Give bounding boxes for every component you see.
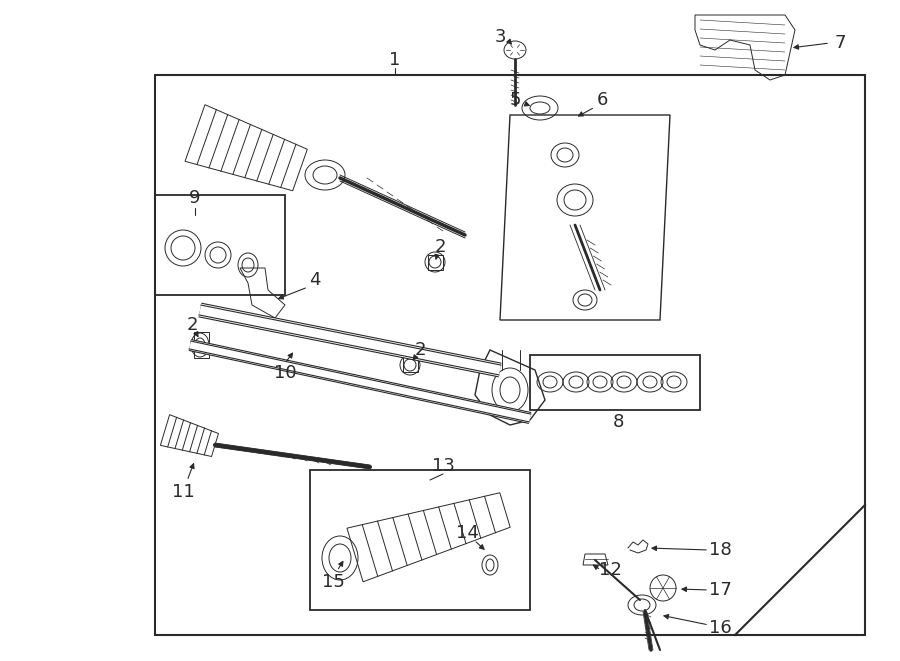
Bar [155,75,865,635]
Text: 16: 16 [708,619,732,637]
Text: 17: 17 [708,581,732,599]
Text: 1: 1 [390,51,400,69]
Text: 3: 3 [494,28,506,46]
Text: 11: 11 [172,483,194,501]
Bar [194,332,209,358]
Text: 12: 12 [598,561,621,579]
Text: 18: 18 [708,541,732,559]
Text: 4: 4 [310,271,320,289]
Bar [155,195,285,295]
Text: 15: 15 [321,573,345,591]
Bar [403,357,418,372]
Text: 14: 14 [455,524,479,542]
Text: 13: 13 [432,457,454,475]
Text: 2: 2 [434,238,446,256]
Bar [530,355,700,410]
Text: 8: 8 [612,413,624,431]
Text: 10: 10 [274,364,296,382]
Text: 5: 5 [509,91,521,109]
Text: 6: 6 [597,91,608,109]
Bar [310,470,530,610]
Text: 9: 9 [189,189,201,207]
Text: 2: 2 [186,316,198,334]
Text: 2: 2 [414,341,426,359]
Text: 7: 7 [834,34,846,52]
Bar [428,255,443,270]
